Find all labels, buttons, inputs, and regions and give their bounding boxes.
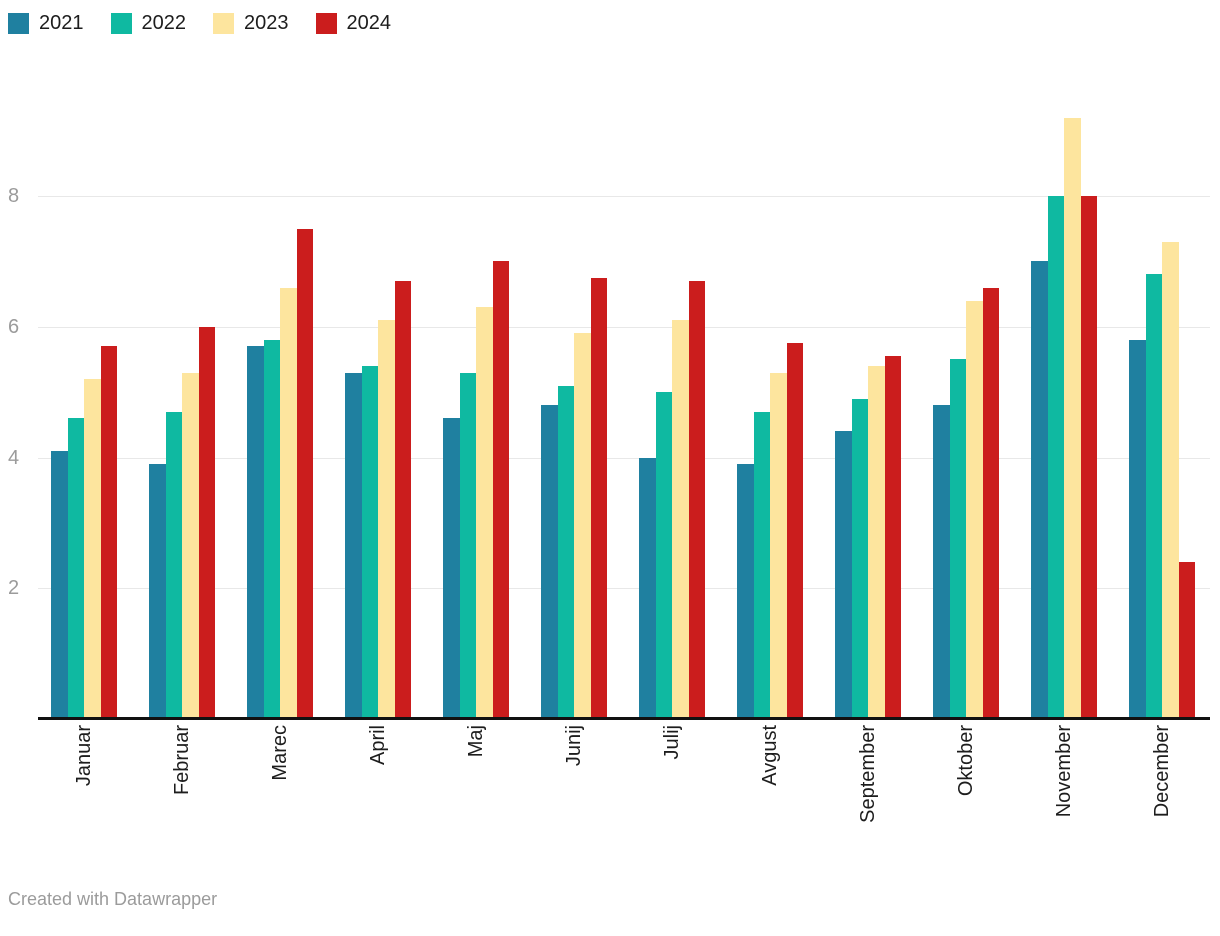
- bar-2023-Oktober[interactable]: [966, 300, 983, 719]
- bar-2022-Julij[interactable]: [655, 392, 672, 719]
- x-axis-label-Marec: Marec: [269, 725, 291, 781]
- legend-item-2022: 2022: [110, 12, 187, 34]
- bar-2024-April[interactable]: [394, 281, 411, 719]
- bar-2024-Maj[interactable]: [492, 261, 509, 719]
- y-tick-label-4: 4: [8, 446, 20, 469]
- x-axis-label-Avgust: Avgust: [759, 725, 781, 786]
- bar-2023-April[interactable]: [378, 320, 395, 719]
- bar-group-Oktober: [933, 0, 999, 719]
- x-axis-label-April: April: [367, 725, 389, 766]
- x-axis-label-December: December: [1151, 725, 1173, 818]
- bar-2021-November[interactable]: [1031, 261, 1048, 719]
- bar-group-September: [835, 0, 901, 719]
- x-axis-line: [38, 717, 1210, 720]
- legend-label: 2021: [39, 12, 84, 34]
- legend-swatch-2021: [8, 12, 29, 34]
- bar-2021-April[interactable]: [345, 372, 362, 719]
- bar-group-Julij: [639, 0, 705, 719]
- gridline-2: [38, 588, 1210, 590]
- x-axis-label-Julij: Julij: [661, 725, 683, 760]
- bar-2021-December[interactable]: [1129, 339, 1146, 719]
- bar-2022-Maj[interactable]: [459, 372, 476, 719]
- bar-group-Januar: [51, 0, 117, 719]
- bar-2021-Maj[interactable]: [443, 418, 460, 719]
- gridline-6: [38, 326, 1210, 328]
- bar-2024-November[interactable]: [1080, 196, 1097, 719]
- gridline-4: [38, 457, 1210, 459]
- legend-label: 2023: [244, 12, 289, 34]
- bar-group-Februar: [149, 0, 215, 719]
- bar-group-Junij: [541, 0, 607, 719]
- bar-2021-Marec[interactable]: [247, 346, 264, 719]
- bar-2023-Julij[interactable]: [672, 320, 689, 719]
- legend-swatch-2024: [315, 12, 337, 34]
- legend-swatch-2022: [110, 12, 132, 34]
- credit-text: Created with Datawrapper: [8, 889, 218, 909]
- gridline-8: [38, 196, 1210, 197]
- bar-2021-Oktober[interactable]: [933, 405, 950, 719]
- bar-group-November: [1031, 0, 1097, 719]
- bar-2022-April[interactable]: [361, 366, 378, 719]
- bar-2021-Januar[interactable]: [51, 451, 68, 719]
- bar-2022-Avgust[interactable]: [753, 411, 770, 719]
- bar-2024-Junij[interactable]: [590, 277, 607, 719]
- bar-2022-Junij[interactable]: [557, 385, 574, 719]
- chart-footer: Created with Datawrapper: [8, 889, 217, 910]
- legend-label: 2022: [141, 12, 187, 34]
- bar-2023-Avgust[interactable]: [770, 372, 787, 719]
- bar-2024-Oktober[interactable]: [982, 287, 999, 719]
- x-axis-label-Januar: Januar: [73, 725, 95, 787]
- x-axis-label-Februar: Februar: [171, 725, 193, 796]
- bar-2022-December[interactable]: [1145, 274, 1162, 719]
- y-tick-label-8: 8: [8, 185, 20, 207]
- bar-2021-Junij[interactable]: [541, 405, 558, 719]
- bar-2023-Maj[interactable]: [476, 307, 493, 719]
- bar-group-December: [1129, 0, 1195, 719]
- bar-2022-November[interactable]: [1047, 196, 1064, 719]
- legend: 2021 2022 2023 2024: [8, 12, 418, 34]
- x-axis-label-September: September: [857, 725, 879, 823]
- legend-item-2023: 2023: [213, 12, 289, 34]
- bar-2023-Januar[interactable]: [84, 379, 101, 719]
- bar-group-Maj: [443, 0, 509, 719]
- bar-2023-Marec[interactable]: [280, 287, 297, 719]
- bar-2024-Julij[interactable]: [688, 281, 705, 719]
- x-axis-label-Maj: Maj: [465, 725, 487, 758]
- bar-group-Avgust: [737, 0, 803, 719]
- bar-2022-Januar[interactable]: [67, 418, 84, 719]
- x-axis-label-November: November: [1053, 725, 1075, 818]
- legend-item-2024: 2024: [315, 12, 392, 34]
- bar-2022-Februar[interactable]: [165, 411, 182, 719]
- bar-2022-September[interactable]: [851, 398, 868, 719]
- bar-2023-Junij[interactable]: [574, 333, 591, 719]
- bar-2023-December[interactable]: [1162, 241, 1179, 719]
- bar-2022-Marec[interactable]: [263, 339, 280, 719]
- y-tick-label-2: 2: [8, 577, 20, 600]
- bar-2021-Julij[interactable]: [639, 457, 656, 719]
- bar-2021-September[interactable]: [835, 431, 852, 719]
- bar-group-Marec: [247, 0, 313, 719]
- legend-label: 2024: [346, 12, 392, 34]
- legend-swatch-2023: [213, 12, 234, 34]
- x-axis-label-Junij: Junij: [563, 725, 585, 767]
- legend-item-2021: 2021: [8, 12, 84, 34]
- bar-2023-Februar[interactable]: [182, 372, 199, 719]
- bar-2021-Avgust[interactable]: [737, 464, 754, 719]
- bar-2021-Februar[interactable]: [149, 464, 166, 719]
- bar-2023-November[interactable]: [1064, 117, 1081, 719]
- bar-2024-Marec[interactable]: [296, 228, 313, 719]
- bar-2024-Avgust[interactable]: [786, 343, 803, 719]
- bar-2024-Februar[interactable]: [198, 326, 215, 719]
- bar-2022-Oktober[interactable]: [949, 359, 966, 719]
- bar-2024-December[interactable]: [1178, 562, 1195, 719]
- bar-2024-Januar[interactable]: [100, 346, 117, 719]
- bar-group-April: [345, 0, 411, 719]
- y-tick-label-6: 6: [8, 315, 20, 338]
- x-axis-label-Oktober: Oktober: [955, 725, 977, 797]
- bar-2023-September[interactable]: [868, 366, 885, 719]
- bar-2024-September[interactable]: [884, 356, 901, 719]
